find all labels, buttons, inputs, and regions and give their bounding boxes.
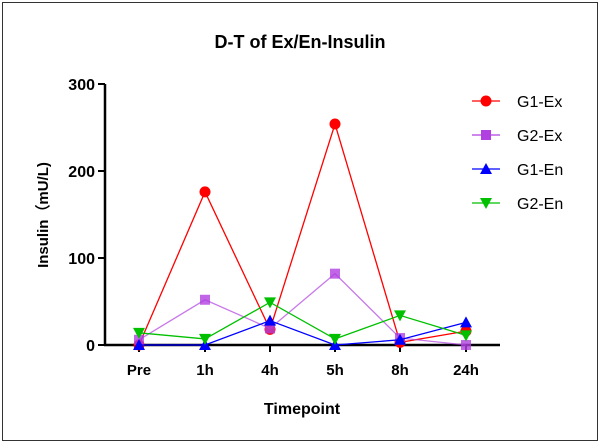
data-point-g2-en	[460, 330, 472, 342]
legend-label-g1-en: G1-En	[517, 162, 563, 179]
legend-label-g2-en: G2-En	[517, 196, 563, 213]
series-line-g1-ex	[138, 121, 467, 346]
x-tick-label: 8h	[391, 362, 409, 379]
data-point-g1-en	[264, 314, 276, 326]
data-point-g2-en	[329, 333, 341, 345]
data-point-g2-ex	[330, 268, 340, 279]
legend-label-g2-ex: G2-Ex	[517, 128, 562, 145]
data-point-g2-en	[264, 297, 276, 309]
legend-marker-g1-ex	[480, 95, 492, 107]
data-point-g2-ex	[265, 323, 275, 334]
data-point-g2-ex	[461, 340, 471, 350]
y-tick-label: 200	[68, 164, 95, 181]
data-point-g1-en	[460, 316, 472, 328]
x-tick-label: 4h	[261, 362, 279, 379]
legend-label-g1-ex: G1-Ex	[517, 94, 562, 111]
x-tick-label: 1h	[196, 362, 214, 379]
chart-title: D-T of Ex/En-Insulin	[215, 32, 386, 52]
x-axis-label: Timepoint	[264, 401, 341, 418]
series-line-g2-ex	[138, 272, 467, 346]
y-tick-label: 0	[86, 338, 95, 355]
data-point-g1-en	[133, 339, 145, 350]
data-point-g2-en	[199, 333, 211, 345]
data-point-g2-ex	[200, 294, 210, 305]
y-tick-label: 100	[68, 251, 95, 268]
y-axis-label: Insulin（mU/L)	[34, 162, 52, 268]
x-tick-label: 5h	[326, 362, 344, 379]
data-point-g2-en	[394, 310, 406, 322]
y-tick-label: 300	[68, 77, 95, 94]
series-line-g1-en	[139, 319, 467, 346]
x-tick-label: Pre	[127, 362, 151, 379]
series-line-g2-en	[138, 301, 467, 340]
data-point-g1-ex	[199, 186, 211, 198]
legend-marker-g2-en	[480, 198, 492, 209]
legend-marker-g1-en	[480, 163, 492, 174]
data-point-g2-en	[133, 327, 145, 339]
data-point-g1-en	[394, 333, 406, 345]
data-point-g1-ex	[329, 118, 341, 130]
x-tick-label: 24h	[453, 362, 479, 379]
legend-marker-g2-ex	[481, 130, 491, 140]
